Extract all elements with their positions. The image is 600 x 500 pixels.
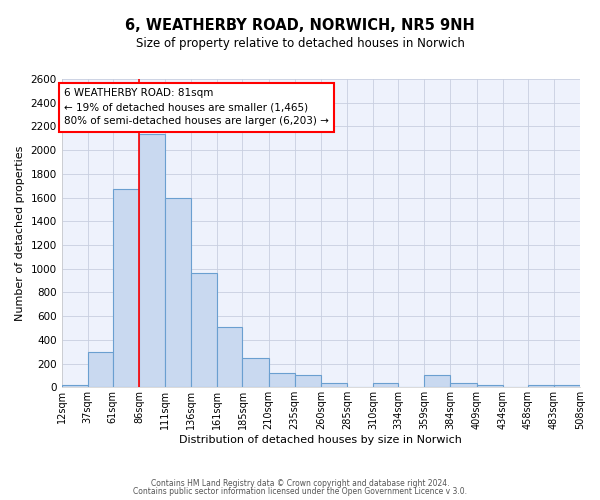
Bar bbox=[424, 376, 451, 388]
Y-axis label: Number of detached properties: Number of detached properties bbox=[15, 146, 25, 321]
Bar bbox=[554, 385, 580, 388]
Text: 6, WEATHERBY ROAD, NORWICH, NR5 9NH: 6, WEATHERBY ROAD, NORWICH, NR5 9NH bbox=[125, 18, 475, 32]
Bar bbox=[476, 385, 503, 388]
Bar bbox=[139, 134, 165, 388]
X-axis label: Distribution of detached houses by size in Norwich: Distribution of detached houses by size … bbox=[179, 435, 462, 445]
Bar bbox=[88, 352, 113, 388]
Bar bbox=[113, 190, 139, 388]
Bar bbox=[165, 198, 191, 388]
Text: 6 WEATHERBY ROAD: 81sqm
← 19% of detached houses are smaller (1,465)
80% of semi: 6 WEATHERBY ROAD: 81sqm ← 19% of detache… bbox=[64, 88, 329, 126]
Bar bbox=[373, 383, 398, 388]
Bar bbox=[191, 273, 217, 388]
Bar bbox=[321, 383, 347, 388]
Bar bbox=[295, 376, 321, 388]
Text: Contains HM Land Registry data © Crown copyright and database right 2024.: Contains HM Land Registry data © Crown c… bbox=[151, 478, 449, 488]
Text: Contains public sector information licensed under the Open Government Licence v : Contains public sector information licen… bbox=[133, 487, 467, 496]
Bar bbox=[217, 328, 242, 388]
Bar bbox=[242, 358, 269, 388]
Bar bbox=[528, 385, 554, 388]
Text: Size of property relative to detached houses in Norwich: Size of property relative to detached ho… bbox=[136, 38, 464, 51]
Bar bbox=[269, 373, 295, 388]
Bar bbox=[62, 385, 88, 388]
Bar bbox=[451, 382, 476, 388]
